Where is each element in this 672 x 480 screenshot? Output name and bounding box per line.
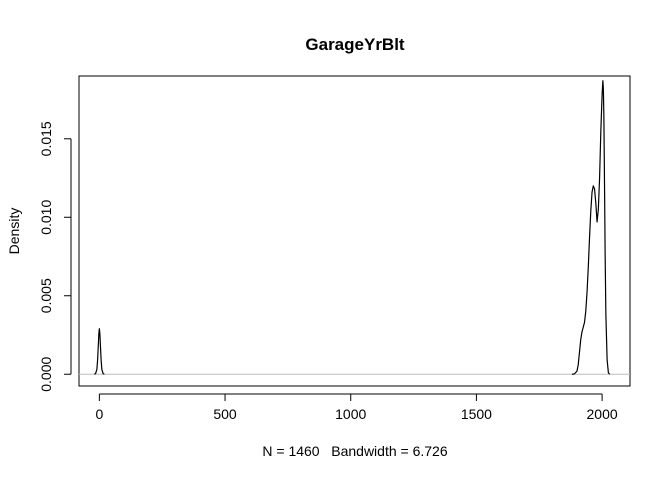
y-axis-label: Density	[6, 208, 22, 255]
x-tick-label: 0	[95, 406, 103, 422]
x-tick-label: 500	[213, 406, 237, 422]
plot-frame	[78, 75, 631, 387]
density-line-2	[571, 80, 611, 375]
x-axis-label: N = 1460 Bandwidth = 6.726	[262, 443, 447, 459]
x-tick-label: 1500	[461, 406, 492, 422]
y-tick-label: 0.000	[38, 357, 54, 392]
y-tick-label: 0.005	[38, 278, 54, 313]
density-line-1	[94, 328, 105, 375]
chart-title: GarageYrBlt	[305, 35, 405, 54]
x-tick-label: 1000	[335, 406, 366, 422]
x-tick-label: 2000	[587, 406, 618, 422]
y-tick-label: 0.015	[38, 121, 54, 156]
y-tick-label: 0.010	[38, 200, 54, 235]
